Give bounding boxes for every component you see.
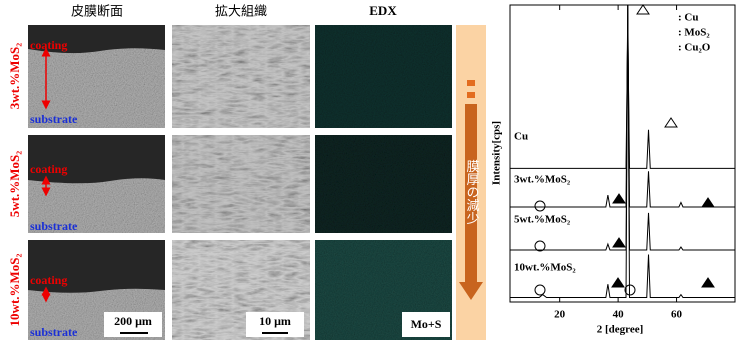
- mos2-peak-symbol: [535, 285, 545, 295]
- cu2o-peak-symbol: [613, 238, 625, 247]
- coating-label: coating: [30, 162, 67, 176]
- cu2o-peak-symbol: [702, 278, 714, 287]
- legend-entry: : Cu: [678, 12, 698, 24]
- x-axis-label: 2 [degree]: [597, 324, 644, 336]
- coating-layer: [28, 135, 165, 183]
- row-label: 5wt.%MoS₂: [7, 151, 22, 217]
- structure-image: [172, 135, 310, 233]
- trace-label: 5wt.%MoS₂: [514, 214, 571, 226]
- mos2-peak-symbol: [535, 201, 545, 211]
- scale-label: 10 μm: [259, 314, 291, 328]
- column-header: 拡大組織: [215, 5, 267, 20]
- row-label: 3wt.%MoS₂: [7, 43, 22, 109]
- cu-peak-symbol: [665, 118, 677, 127]
- x-tick-label: 20: [554, 309, 566, 321]
- micrograph-row: coating substrate 5wt.%MoS₂: [7, 135, 452, 233]
- substrate-label: substrate: [30, 112, 78, 126]
- legend-entry: : MoS₂: [678, 27, 710, 39]
- coating-label: coating: [30, 38, 67, 52]
- row-label: 10wt.%MoS₂: [7, 253, 22, 326]
- substrate-label: substrate: [30, 219, 78, 233]
- column-header: 皮膜断面: [71, 5, 123, 20]
- substrate-label: substrate: [30, 325, 78, 339]
- y-axis-label: Intensity[cps]: [491, 121, 503, 185]
- edx-image: [315, 25, 452, 128]
- x-tick-label: 40: [613, 309, 625, 321]
- column-header: EDX: [369, 3, 397, 18]
- scale-label: 200 μm: [114, 314, 152, 328]
- cu-peak-symbol: [637, 5, 649, 14]
- cu2o-peak-symbol: [612, 278, 624, 287]
- trace-label: Cu: [514, 131, 528, 143]
- cu2o-peak-symbol: [702, 198, 714, 207]
- figure: 皮膜断面 拡大組織 EDX coating substrate 3wt.%MoS…: [0, 0, 745, 352]
- trace-label: 3wt.%MoS₂: [514, 174, 571, 186]
- mos2-peak-symbol: [535, 241, 545, 251]
- coating-label: coating: [30, 273, 67, 287]
- micrograph-row: coating substrate 10wt.%MoS₂: [7, 240, 452, 340]
- legend-entry: : Cu₂O: [678, 42, 711, 54]
- edx-label: Mo+S: [411, 317, 442, 331]
- arrow-dash: [467, 92, 475, 98]
- trace-label: 10wt.%MoS₂: [514, 262, 576, 274]
- structure-image: [172, 25, 310, 128]
- cu2o-peak-symbol: [613, 194, 625, 203]
- edx-image: [315, 135, 452, 233]
- micrograph-row: coating substrate 3wt.%MoS₂: [7, 25, 452, 128]
- x-tick-label: 60: [671, 309, 683, 321]
- arrow-text: 膜厚の減少: [464, 160, 480, 225]
- arrow-dash: [467, 80, 475, 86]
